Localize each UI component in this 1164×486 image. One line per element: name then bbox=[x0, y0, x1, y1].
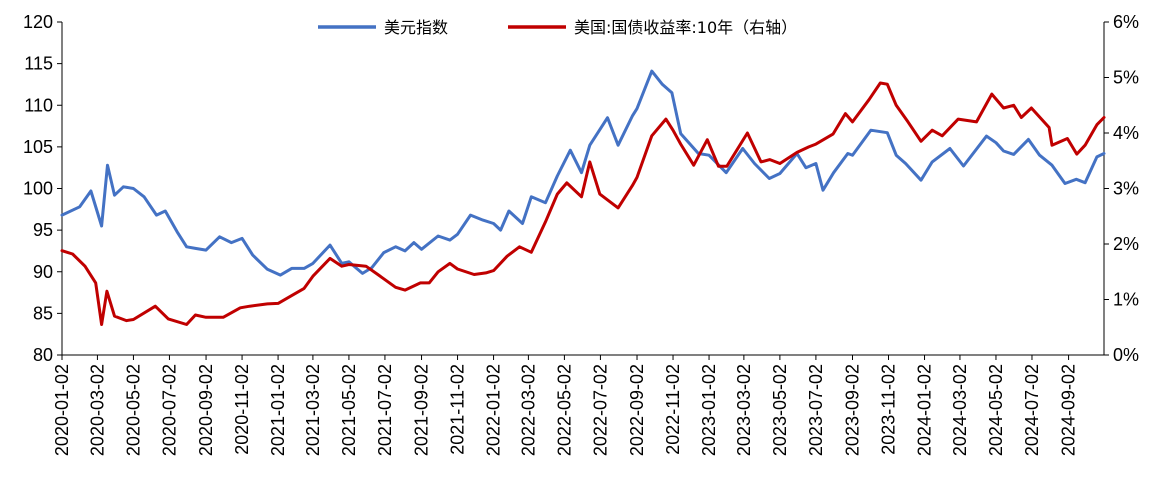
x-tick-label: 2021-01-02 bbox=[268, 364, 288, 456]
x-tick-label: 2021-05-02 bbox=[339, 364, 359, 456]
legend-label-usd-index: 美元指数 bbox=[384, 18, 448, 37]
x-tick-label: 2020-11-02 bbox=[232, 364, 252, 455]
x-tick-label: 2022-09-02 bbox=[627, 364, 647, 456]
x-tick-label: 2020-03-02 bbox=[87, 364, 107, 456]
x-tick-label: 2023-01-02 bbox=[699, 364, 719, 456]
x-tick-label: 2020-09-02 bbox=[196, 364, 216, 456]
left-y-tick-label: 85 bbox=[33, 303, 53, 323]
left-y-tick-label: 95 bbox=[33, 220, 53, 240]
left-y-ticks: 80 85 90 95 100 105 110 115 120 bbox=[23, 12, 62, 365]
right-y-tick-label: 5% bbox=[1113, 68, 1139, 88]
left-y-tick-label: 115 bbox=[24, 54, 53, 74]
right-y-tick-label: 1% bbox=[1113, 290, 1139, 310]
legend-label-ust10y: 美国:国债收益率:10年（右轴） bbox=[574, 18, 797, 37]
left-y-tick-label: 100 bbox=[23, 179, 53, 199]
right-y-tick-label: 4% bbox=[1113, 123, 1139, 143]
x-tick-label: 2020-01-02 bbox=[52, 364, 72, 456]
right-y-tick-label: 3% bbox=[1113, 179, 1139, 199]
left-y-tick-label: 80 bbox=[33, 345, 53, 365]
x-tick-label: 2023-03-02 bbox=[734, 364, 754, 456]
x-tick-label: 2023-05-02 bbox=[770, 364, 790, 456]
series-lines bbox=[60, 69, 1106, 326]
x-tick-label: 2020-07-02 bbox=[159, 364, 179, 456]
x-tick-label: 2022-11-02 bbox=[663, 364, 683, 455]
x-ticks: 2020-01-02 2020-03-02 2020-05-02 2020-07-02… bbox=[52, 355, 1079, 456]
right-y-tick-label: 0% bbox=[1113, 345, 1139, 365]
x-tick-label: 2021-07-02 bbox=[375, 364, 395, 456]
right-y-tick-label: 2% bbox=[1113, 234, 1139, 254]
plot-area: 80 85 90 95 100 105 110 115 120 0% 1% 2% 3% 4% 5% 6% 2… bbox=[23, 12, 1139, 456]
x-tick-label: 2023-11-02 bbox=[879, 364, 899, 455]
x-tick-label: 2021-11-02 bbox=[448, 364, 468, 455]
right-y-ticks: 0% 1% 2% 3% 4% 5% 6% bbox=[1104, 12, 1139, 365]
x-tick-label: 2022-01-02 bbox=[484, 364, 504, 456]
x-tick-label: 2024-07-02 bbox=[1022, 364, 1042, 456]
x-tick-label: 2024-05-02 bbox=[986, 364, 1006, 456]
left-y-tick-label: 90 bbox=[33, 262, 53, 282]
legend: 美元指数 美国:国债收益率:10年（右轴） bbox=[318, 18, 797, 37]
x-tick-label: 2023-09-02 bbox=[843, 364, 863, 456]
x-tick-label: 2022-07-02 bbox=[590, 364, 610, 456]
x-tick-label: 2020-05-02 bbox=[123, 364, 143, 456]
left-y-tick-label: 120 bbox=[23, 12, 53, 32]
x-tick-label: 2024-01-02 bbox=[915, 364, 935, 456]
x-tick-label: 2021-03-02 bbox=[303, 364, 323, 456]
left-y-tick-label: 105 bbox=[23, 137, 53, 157]
x-tick-label: 2022-03-02 bbox=[518, 364, 538, 456]
x-tick-label: 2023-07-02 bbox=[806, 364, 826, 456]
right-y-tick-label: 6% bbox=[1113, 12, 1139, 32]
x-tick-label: 2022-05-02 bbox=[554, 364, 574, 456]
series-line-usd-index bbox=[60, 69, 1106, 277]
x-tick-label: 2024-09-02 bbox=[1059, 364, 1079, 456]
x-tick-label: 2024-03-02 bbox=[950, 364, 970, 456]
x-tick-label: 2021-09-02 bbox=[412, 364, 432, 456]
series-line-ust10y bbox=[60, 81, 1106, 326]
left-y-tick-label: 110 bbox=[24, 95, 53, 115]
